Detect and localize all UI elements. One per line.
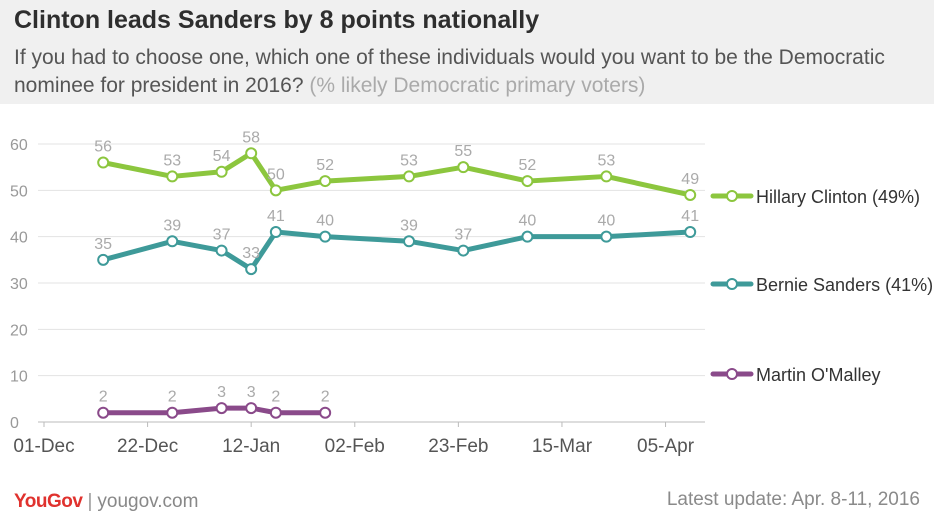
data-label: 2 (321, 389, 330, 406)
data-label: 41 (267, 208, 285, 225)
line-chart: 0 10 20 30 40 50 60 01-Dec 22-Dec 12-Jan 02-Feb 23-… (10, 129, 933, 457)
data-label: 52 (519, 157, 537, 174)
data-point (684, 226, 697, 239)
x-tick-label: 12-Jan (222, 436, 280, 457)
data-point (97, 406, 110, 419)
data-label: 52 (316, 157, 334, 174)
x-tick-label: 23-Feb (428, 436, 488, 457)
legend-marker (726, 190, 738, 202)
x-tick-label: 05-Apr (637, 436, 695, 457)
data-point (457, 161, 470, 174)
data-point (457, 244, 470, 257)
data-point (215, 165, 228, 178)
data-point (215, 244, 228, 257)
data-label: 40 (316, 213, 334, 230)
legend-marker (726, 278, 738, 290)
y-tick-label: 20 (10, 322, 28, 339)
data-label: 53 (163, 152, 181, 169)
y-tick-label: 50 (10, 183, 28, 200)
data-label: 37 (213, 227, 231, 244)
x-tick-label: 22-Dec (117, 436, 178, 457)
legend-label: Martin O'Malley (756, 365, 880, 385)
data-label: 39 (163, 217, 181, 234)
page-title: Clinton leads Sanders by 8 points nation… (14, 6, 540, 34)
data-label: 3 (247, 384, 256, 401)
page-subtitle: If you had to choose one, which one of t… (14, 44, 914, 100)
data-label: 58 (242, 129, 260, 146)
data-label: 56 (94, 139, 112, 156)
data-point (600, 230, 613, 243)
data-point (600, 170, 613, 183)
y-tick-label: 0 (10, 415, 19, 432)
y-tick-label: 10 (10, 369, 28, 386)
data-point (97, 156, 110, 169)
yougov-logo: YouGov (14, 491, 83, 512)
data-label: 35 (94, 236, 112, 253)
legend-marker (726, 368, 738, 380)
y-tick-label: 40 (10, 230, 28, 247)
data-point (245, 402, 258, 415)
data-point (319, 230, 332, 243)
data-label: 39 (400, 217, 418, 234)
data-label: 53 (597, 152, 615, 169)
data-point (684, 188, 697, 201)
data-label: 53 (400, 152, 418, 169)
data-point (269, 226, 282, 239)
data-point (97, 253, 110, 266)
legend-label: Bernie Sanders (41%) (756, 275, 933, 295)
data-label: 54 (213, 148, 231, 165)
data-label: 41 (681, 208, 699, 225)
data-point (403, 170, 416, 183)
latest-update: Latest update: Apr. 8-11, 2016 (666, 489, 920, 510)
data-label: 33 (242, 245, 260, 262)
x-tick-label: 02-Feb (325, 436, 385, 457)
data-label: 2 (271, 389, 280, 406)
data-label: 2 (168, 389, 177, 406)
data-point (166, 235, 179, 248)
data-point (166, 170, 179, 183)
subtitle-note: (% likely Democratic primary voters) (309, 74, 646, 97)
data-point (245, 147, 258, 160)
data-point (166, 406, 179, 419)
subtitle-question: If you had to choose one, which one of t… (14, 46, 885, 97)
data-point (521, 230, 534, 243)
footer-separator: | (87, 491, 93, 512)
data-label: 40 (519, 213, 537, 230)
data-point (403, 235, 416, 248)
header: Clinton leads Sanders by 8 points nation… (0, 0, 934, 104)
data-label: 55 (454, 143, 472, 160)
data-label: 2 (99, 389, 108, 406)
data-point (269, 406, 282, 419)
data-point (521, 175, 534, 188)
data-label: 40 (597, 213, 615, 230)
data-point (319, 406, 332, 419)
data-label: 3 (217, 384, 226, 401)
data-label: 49 (681, 171, 699, 188)
y-tick-label: 30 (10, 276, 28, 293)
y-tick-label: 60 (10, 137, 28, 154)
x-tick-label: 15-Mar (532, 436, 593, 457)
data-point (245, 263, 258, 276)
data-point (319, 175, 332, 188)
data-label: 37 (454, 227, 472, 244)
series-line (100, 405, 328, 416)
site-link[interactable]: yougov.com (97, 491, 199, 512)
x-tick-label: 01-Dec (13, 436, 74, 457)
data-point (215, 402, 228, 415)
data-label: 50 (267, 166, 285, 183)
data-point (269, 184, 282, 197)
legend-label: Hillary Clinton (49%) (756, 187, 920, 207)
footer-brand: YouGov | yougov.com (14, 491, 198, 513)
